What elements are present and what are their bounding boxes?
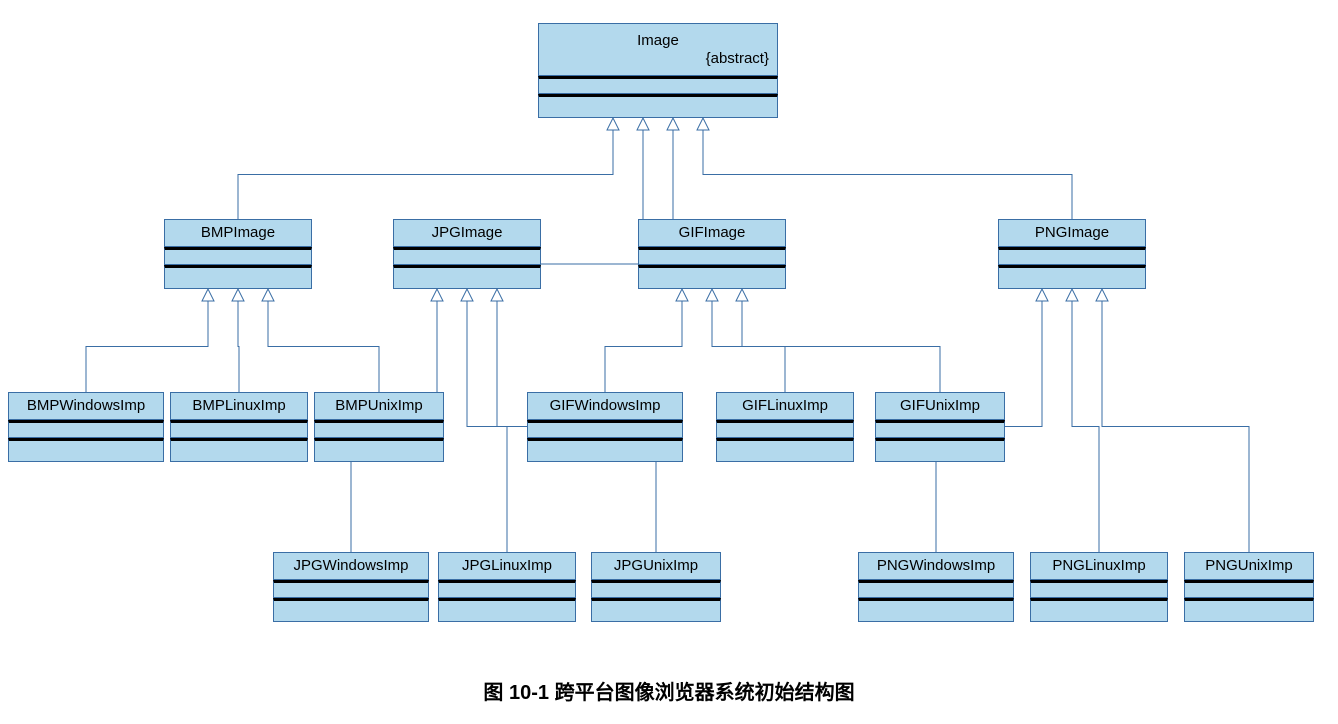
class-operations-compartment	[538, 94, 778, 118]
class-attributes-compartment	[393, 247, 541, 265]
class-GIFWindowsImp: GIFWindowsImp	[527, 392, 683, 462]
class-stereotype: {abstract}	[706, 50, 777, 67]
class-attributes-compartment	[875, 420, 1005, 438]
class-GIFUnixImp: GIFUnixImp	[875, 392, 1005, 462]
class-attributes-compartment	[538, 76, 778, 94]
class-name-compartment: JPGUnixImp	[591, 552, 721, 580]
class-name-compartment: GIFWindowsImp	[527, 392, 683, 420]
class-attributes-compartment	[170, 420, 308, 438]
class-name: BMPLinuxImp	[192, 397, 285, 414]
class-name: JPGWindowsImp	[293, 557, 408, 574]
class-operations-compartment	[314, 438, 444, 462]
figure-caption: 图 10-1 跨平台图像浏览器系统初始结构图	[0, 676, 1338, 705]
class-name: BMPWindowsImp	[27, 397, 145, 414]
class-name: PNGImage	[1035, 224, 1109, 241]
class-PNGImage: PNGImage	[998, 219, 1146, 289]
class-PNGLinuxImp: PNGLinuxImp	[1030, 552, 1168, 622]
class-name: JPGLinuxImp	[462, 557, 552, 574]
class-name-compartment: BMPWindowsImp	[8, 392, 164, 420]
class-name-compartment: PNGImage	[998, 219, 1146, 247]
class-attributes-compartment	[438, 580, 576, 598]
class-attributes-compartment	[1030, 580, 1168, 598]
class-operations-compartment	[170, 438, 308, 462]
class-attributes-compartment	[527, 420, 683, 438]
class-operations-compartment	[638, 265, 786, 289]
class-name: PNGWindowsImp	[877, 557, 995, 574]
class-GIFLinuxImp: GIFLinuxImp	[716, 392, 854, 462]
class-BMPUnixImp: BMPUnixImp	[314, 392, 444, 462]
class-operations-compartment	[164, 265, 312, 289]
class-operations-compartment	[591, 598, 721, 622]
class-attributes-compartment	[164, 247, 312, 265]
class-name-compartment: BMPUnixImp	[314, 392, 444, 420]
class-name: JPGImage	[432, 224, 503, 241]
class-BMPImage: BMPImage	[164, 219, 312, 289]
class-attributes-compartment	[998, 247, 1146, 265]
class-JPGImage: JPGImage	[393, 219, 541, 289]
class-operations-compartment	[438, 598, 576, 622]
class-operations-compartment	[1184, 598, 1314, 622]
class-name: PNGLinuxImp	[1052, 557, 1145, 574]
class-operations-compartment	[273, 598, 429, 622]
class-attributes-compartment	[591, 580, 721, 598]
class-name-compartment: BMPLinuxImp	[170, 392, 308, 420]
class-operations-compartment	[858, 598, 1014, 622]
class-name: GIFLinuxImp	[742, 397, 828, 414]
class-name-compartment: BMPImage	[164, 219, 312, 247]
class-GIFImage: GIFImage	[638, 219, 786, 289]
class-BMPWindowsImp: BMPWindowsImp	[8, 392, 164, 462]
class-attributes-compartment	[1184, 580, 1314, 598]
class-operations-compartment	[1030, 598, 1168, 622]
class-name-compartment: JPGWindowsImp	[273, 552, 429, 580]
class-operations-compartment	[527, 438, 683, 462]
class-name-compartment: PNGLinuxImp	[1030, 552, 1168, 580]
class-JPGLinuxImp: JPGLinuxImp	[438, 552, 576, 622]
class-attributes-compartment	[716, 420, 854, 438]
class-name: PNGUnixImp	[1205, 557, 1293, 574]
class-attributes-compartment	[858, 580, 1014, 598]
class-operations-compartment	[875, 438, 1005, 462]
class-JPGWindowsImp: JPGWindowsImp	[273, 552, 429, 622]
class-name-compartment: PNGUnixImp	[1184, 552, 1314, 580]
class-name: GIFWindowsImp	[550, 397, 661, 414]
class-operations-compartment	[716, 438, 854, 462]
class-name: GIFUnixImp	[900, 397, 980, 414]
class-name-compartment: GIFLinuxImp	[716, 392, 854, 420]
class-name: JPGUnixImp	[614, 557, 698, 574]
class-name-compartment: PNGWindowsImp	[858, 552, 1014, 580]
class-attributes-compartment	[638, 247, 786, 265]
class-Image: Image {abstract}	[538, 23, 778, 118]
class-name: BMPUnixImp	[335, 397, 423, 414]
class-name-compartment: Image {abstract}	[538, 23, 778, 76]
class-name-compartment: JPGImage	[393, 219, 541, 247]
class-name-compartment: GIFImage	[638, 219, 786, 247]
class-JPGUnixImp: JPGUnixImp	[591, 552, 721, 622]
class-operations-compartment	[8, 438, 164, 462]
class-PNGUnixImp: PNGUnixImp	[1184, 552, 1314, 622]
class-name-compartment: JPGLinuxImp	[438, 552, 576, 580]
class-name: BMPImage	[201, 224, 275, 241]
class-PNGWindowsImp: PNGWindowsImp	[858, 552, 1014, 622]
class-BMPLinuxImp: BMPLinuxImp	[170, 392, 308, 462]
class-attributes-compartment	[314, 420, 444, 438]
class-name: Image	[637, 32, 679, 49]
class-attributes-compartment	[8, 420, 164, 438]
class-attributes-compartment	[273, 580, 429, 598]
class-operations-compartment	[393, 265, 541, 289]
class-name: GIFImage	[679, 224, 746, 241]
class-operations-compartment	[998, 265, 1146, 289]
class-name-compartment: GIFUnixImp	[875, 392, 1005, 420]
